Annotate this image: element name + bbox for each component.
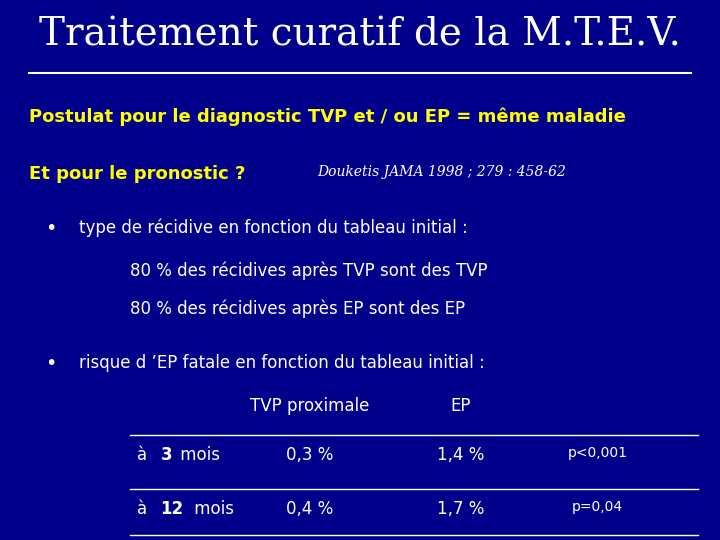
Text: p<0,001: p<0,001: [567, 446, 628, 460]
Text: p=0,04: p=0,04: [572, 500, 624, 514]
Text: 80 % des récidives après TVP sont des TVP: 80 % des récidives après TVP sont des TV…: [130, 262, 487, 280]
Text: Postulat pour le diagnostic TVP et / ou EP = même maladie: Postulat pour le diagnostic TVP et / ou …: [29, 108, 626, 126]
Text: •: •: [45, 354, 56, 373]
Text: type de récidive en fonction du tableau initial :: type de récidive en fonction du tableau …: [79, 219, 468, 237]
Text: 3: 3: [161, 446, 172, 463]
Text: à: à: [137, 500, 152, 517]
Text: TVP proximale: TVP proximale: [250, 397, 369, 415]
Text: 1,4 %: 1,4 %: [437, 446, 485, 463]
Text: risque d ’EP fatale en fonction du tableau initial :: risque d ’EP fatale en fonction du table…: [79, 354, 485, 372]
Text: •: •: [45, 219, 56, 238]
Text: 0,3 %: 0,3 %: [286, 446, 333, 463]
Text: 0,4 %: 0,4 %: [286, 500, 333, 517]
Text: EP: EP: [451, 397, 471, 415]
Text: 1,7 %: 1,7 %: [437, 500, 485, 517]
Text: 12: 12: [161, 500, 184, 517]
Text: Et pour le pronostic ?: Et pour le pronostic ?: [29, 165, 246, 183]
Text: 80 % des récidives après EP sont des EP: 80 % des récidives après EP sont des EP: [130, 300, 464, 318]
Text: à: à: [137, 446, 152, 463]
Text: mois: mois: [189, 500, 235, 517]
Text: Traitement curatif de la M.T.E.V.: Traitement curatif de la M.T.E.V.: [39, 16, 681, 53]
Text: Douketis JAMA 1998 ; 279 : 458-62: Douketis JAMA 1998 ; 279 : 458-62: [317, 165, 566, 179]
Text: mois: mois: [175, 446, 220, 463]
